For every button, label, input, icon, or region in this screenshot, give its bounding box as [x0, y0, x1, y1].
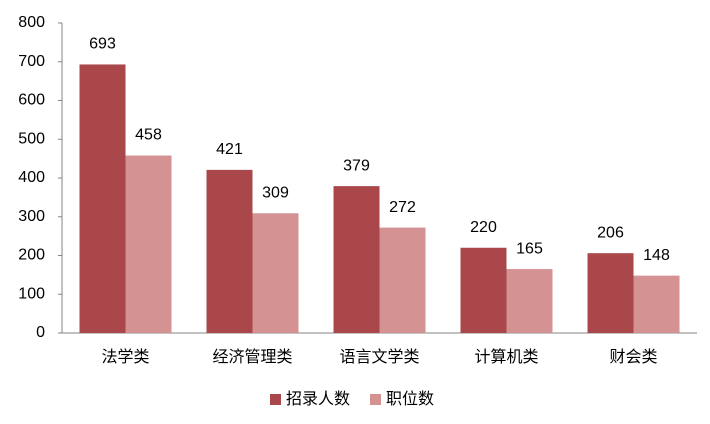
legend-label: 招录人数: [286, 390, 350, 408]
legend-swatch: [370, 394, 382, 405]
y-tick-label: 600: [18, 92, 45, 109]
data-label: 693: [89, 36, 116, 53]
data-label: 165: [516, 240, 543, 257]
y-tick-label: 0: [36, 324, 45, 341]
y-tick-label: 500: [18, 130, 45, 147]
legend-swatch: [270, 394, 281, 405]
data-label: 220: [470, 219, 497, 236]
data-label: 458: [135, 127, 162, 144]
y-tick-label: 100: [18, 285, 45, 302]
bar: [379, 227, 426, 333]
bar: [587, 253, 634, 333]
data-label: 379: [343, 157, 370, 174]
bar: [506, 269, 553, 333]
bar: [252, 213, 299, 333]
data-label: 421: [216, 141, 243, 158]
data-label: 272: [389, 199, 416, 216]
data-label: 148: [643, 247, 670, 264]
bar: [125, 155, 172, 333]
y-tick-label: 700: [18, 53, 45, 70]
x-tick-label: 计算机类: [474, 347, 538, 366]
x-tick-label: 法学类: [101, 348, 149, 366]
x-tick-label: 财会类: [609, 348, 657, 366]
x-tick-label: 语言文学类: [339, 348, 419, 366]
y-tick-label: 400: [18, 169, 45, 186]
y-tick-label: 200: [18, 247, 45, 264]
legend-label: 职位数: [386, 390, 434, 408]
y-tick-label: 800: [18, 14, 45, 31]
bar: [206, 169, 253, 333]
bar: [633, 275, 680, 333]
bar: [333, 186, 380, 333]
data-label: 206: [597, 224, 624, 241]
y-tick-label: 300: [18, 208, 45, 225]
bar: [460, 247, 507, 333]
data-label: 309: [262, 184, 289, 201]
bar: [79, 64, 126, 334]
x-tick-label: 经济管理类: [212, 348, 292, 366]
